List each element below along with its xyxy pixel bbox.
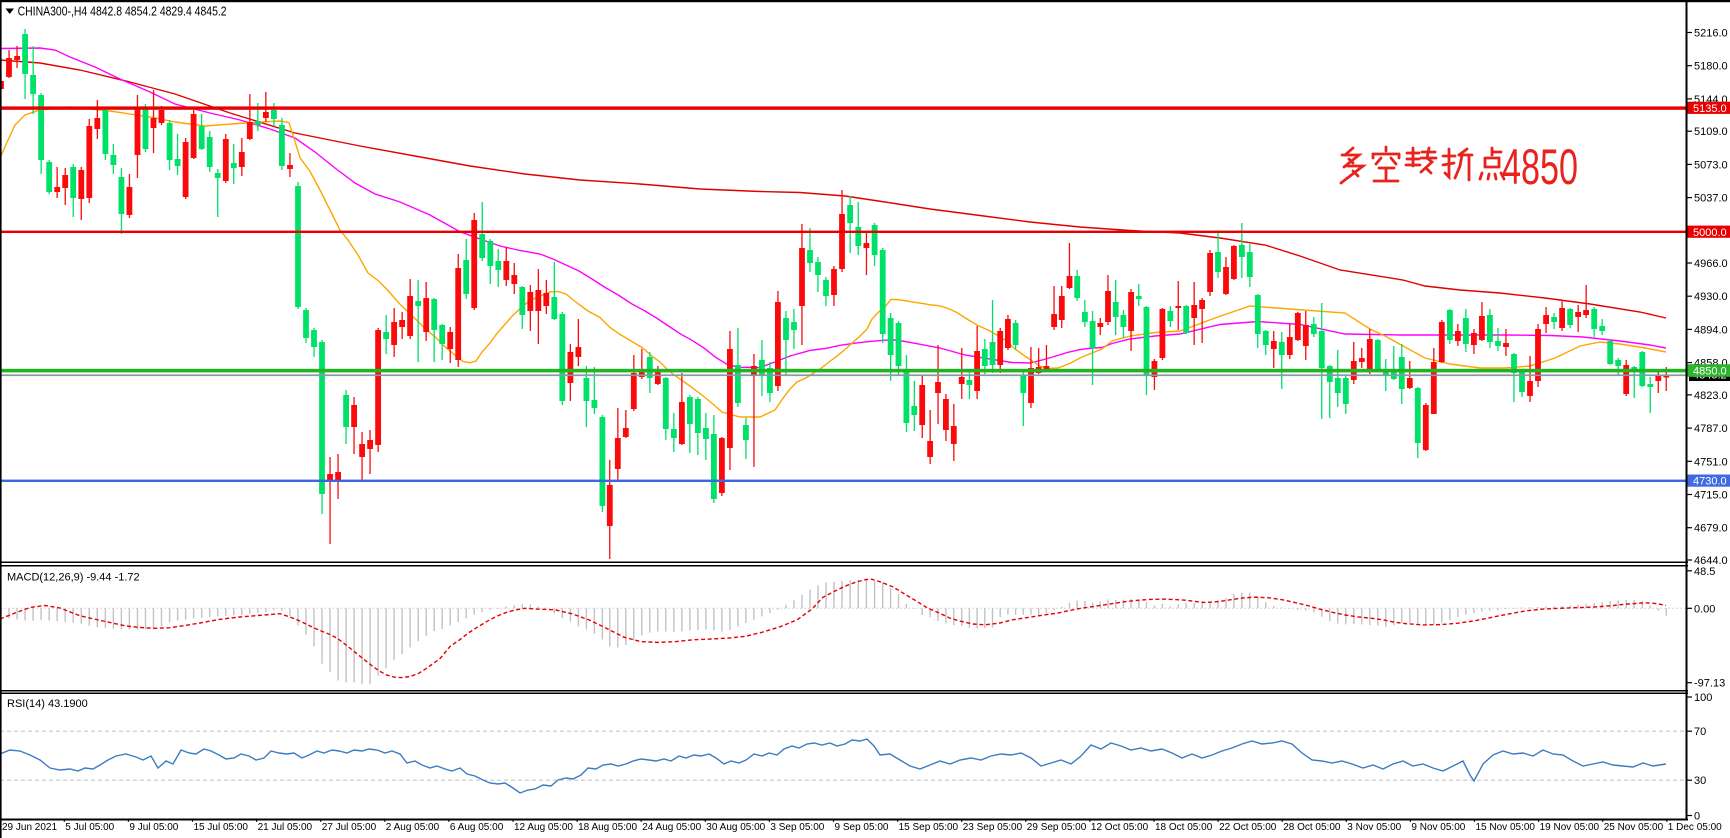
svg-text:0: 0 (1694, 811, 1700, 823)
svg-text:70: 70 (1694, 726, 1706, 738)
svg-text:2 Aug 05:00: 2 Aug 05:00 (386, 822, 440, 833)
svg-text:18 Oct 05:00: 18 Oct 05:00 (1155, 822, 1213, 833)
svg-text:28 Oct 05:00: 28 Oct 05:00 (1283, 822, 1341, 833)
svg-text:5073.0: 5073.0 (1694, 159, 1728, 171)
svg-text:15 Sep 05:00: 15 Sep 05:00 (899, 822, 959, 833)
svg-text:4715.0: 4715.0 (1694, 490, 1728, 502)
svg-text:15 Nov 05:00: 15 Nov 05:00 (1476, 822, 1536, 833)
svg-text:4894.0: 4894.0 (1694, 324, 1728, 336)
svg-text:4644.0: 4644.0 (1694, 555, 1728, 567)
svg-text:5000.0: 5000.0 (1693, 227, 1727, 239)
svg-text:4787.0: 4787.0 (1694, 423, 1728, 435)
svg-text:4751.0: 4751.0 (1694, 456, 1728, 468)
svg-text:9 Sep 05:00: 9 Sep 05:00 (835, 822, 889, 833)
svg-text:23 Sep 05:00: 23 Sep 05:00 (963, 822, 1023, 833)
svg-text:9 Jul 05:00: 9 Jul 05:00 (129, 822, 178, 833)
svg-text:5 Jul 05:00: 5 Jul 05:00 (65, 822, 114, 833)
svg-text:5135.0: 5135.0 (1693, 103, 1727, 115)
svg-text:5037.0: 5037.0 (1694, 193, 1728, 205)
svg-text:48.5: 48.5 (1694, 566, 1715, 578)
svg-text:19 Nov 05:00: 19 Nov 05:00 (1540, 822, 1600, 833)
svg-text:4679.0: 4679.0 (1694, 523, 1728, 535)
svg-text:12 Aug 05:00: 12 Aug 05:00 (514, 822, 573, 833)
svg-text:5180.0: 5180.0 (1694, 61, 1728, 73)
svg-text:4730.0: 4730.0 (1693, 476, 1727, 488)
svg-text:21 Jul 05:00: 21 Jul 05:00 (258, 822, 313, 833)
svg-text:24 Aug 05:00: 24 Aug 05:00 (642, 822, 701, 833)
svg-text:29 Sep 05:00: 29 Sep 05:00 (1027, 822, 1087, 833)
svg-text:12 Oct 05:00: 12 Oct 05:00 (1091, 822, 1149, 833)
svg-text:30 Aug 05:00: 30 Aug 05:00 (706, 822, 765, 833)
svg-text:29 Jun 2021: 29 Jun 2021 (2, 822, 57, 833)
svg-text:1 Dec 05:00: 1 Dec 05:00 (1668, 822, 1722, 833)
svg-text:15 Jul 05:00: 15 Jul 05:00 (194, 822, 249, 833)
svg-text:18 Aug 05:00: 18 Aug 05:00 (578, 822, 637, 833)
svg-text:5216.0: 5216.0 (1694, 28, 1728, 40)
svg-text:3 Sep 05:00: 3 Sep 05:00 (770, 822, 824, 833)
svg-text:25 Nov 05:00: 25 Nov 05:00 (1604, 822, 1664, 833)
svg-text:4850: 4850 (1502, 139, 1578, 195)
svg-text:3 Nov 05:00: 3 Nov 05:00 (1347, 822, 1401, 833)
svg-text:RSI(14) 43.1900: RSI(14) 43.1900 (7, 698, 88, 710)
svg-text:30: 30 (1694, 775, 1706, 787)
svg-text:5109.0: 5109.0 (1694, 126, 1728, 138)
svg-text:-97.13: -97.13 (1694, 678, 1725, 690)
svg-text:MACD(12,26,9) -9.44 -1.72: MACD(12,26,9) -9.44 -1.72 (7, 572, 140, 584)
svg-text:22 Oct 05:00: 22 Oct 05:00 (1219, 822, 1277, 833)
svg-text:4823.0: 4823.0 (1694, 390, 1728, 402)
svg-text:CHINA300-,H4 4842.8 4854.2 48: CHINA300-,H4 4842.8 4854.2 4829.4 4845.2 (18, 5, 227, 19)
svg-text:4966.0: 4966.0 (1694, 258, 1728, 270)
svg-text:100: 100 (1694, 692, 1712, 704)
svg-text:4850.0: 4850.0 (1693, 366, 1727, 378)
svg-text:4930.0: 4930.0 (1694, 291, 1728, 303)
svg-text:9 Nov 05:00: 9 Nov 05:00 (1411, 822, 1465, 833)
svg-text:27 Jul 05:00: 27 Jul 05:00 (322, 822, 377, 833)
svg-text:0.00: 0.00 (1694, 603, 1715, 615)
svg-text:6 Aug 05:00: 6 Aug 05:00 (450, 822, 504, 833)
